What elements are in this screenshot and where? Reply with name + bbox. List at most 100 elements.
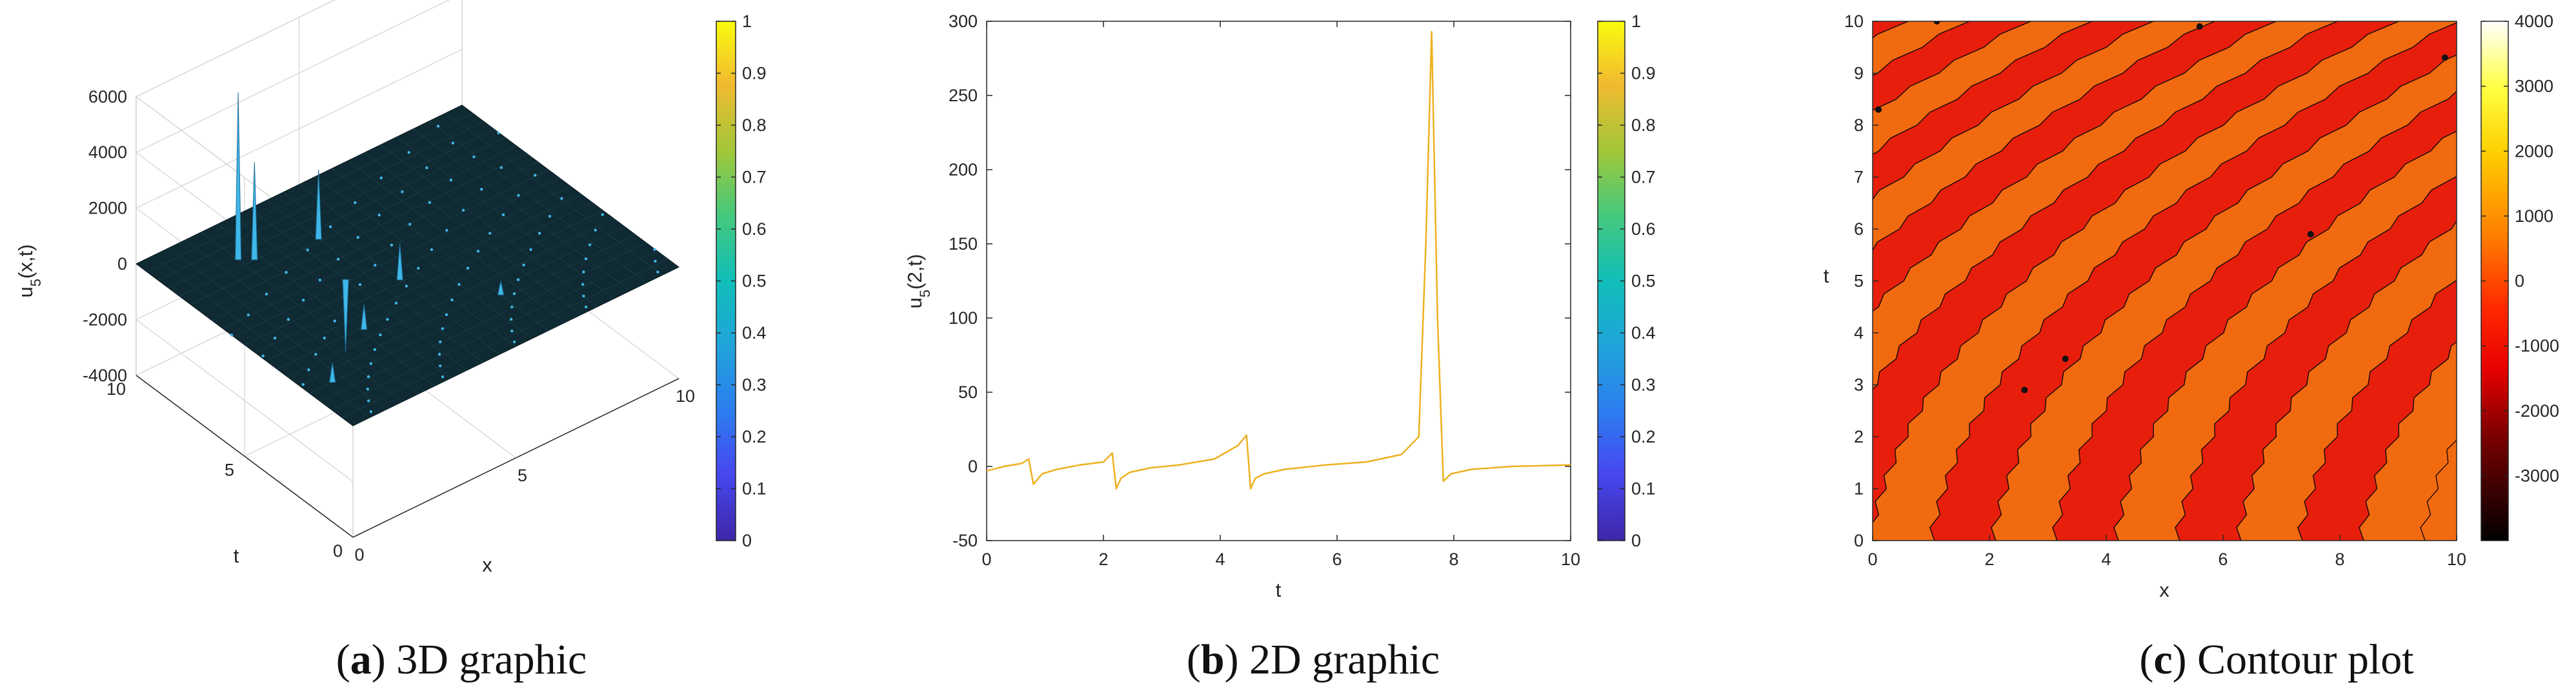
surface-dot — [449, 178, 453, 182]
colorbar-tick-label: 0 — [1631, 531, 1641, 550]
surface-dot — [654, 259, 657, 263]
x-tick-label: 10 — [2447, 550, 2466, 569]
mesh-line — [331, 168, 549, 331]
surface-dot — [441, 327, 445, 330]
surface-dot — [285, 270, 288, 274]
surface-mesh — [136, 105, 679, 426]
x-tick-label: 0 — [981, 550, 991, 569]
plot-area-b — [986, 21, 1571, 541]
x-tick-label: 4 — [1215, 550, 1225, 569]
colorbar-tick-label: 0.4 — [742, 323, 767, 343]
colorbar-tick-label: -1000 — [2515, 336, 2559, 355]
t-axis-label: t — [234, 544, 239, 567]
surface-spike — [315, 169, 322, 240]
y-tick-label: 1 — [1854, 479, 1864, 499]
surface-dot — [287, 318, 290, 321]
z-tick-label: -4000 — [83, 366, 127, 385]
mesh-line — [190, 145, 517, 305]
surface-spike — [235, 92, 242, 260]
colorbar-c-ticks: -3000 -2000 -1000 0 1000 2000 3000 4000 — [2481, 12, 2559, 485]
x-axis-label-b: t — [1276, 579, 1282, 601]
surface-dot — [307, 368, 310, 372]
t-tick-label: 5 — [225, 460, 234, 479]
mesh-line — [179, 137, 506, 297]
surface-dot — [301, 299, 305, 302]
surface-dot — [582, 294, 585, 298]
surface-dot — [408, 223, 412, 226]
surface-dot — [367, 399, 370, 403]
mesh-line — [445, 112, 663, 275]
x-tick-label: 0 — [354, 545, 364, 564]
surface-dot — [386, 317, 389, 321]
caption-c-letter: c — [2153, 636, 2172, 683]
surface-spike — [329, 363, 336, 383]
mesh-line — [429, 121, 647, 283]
surface-dot — [390, 243, 394, 247]
surface-dot — [369, 362, 372, 365]
surface-dot — [273, 336, 277, 340]
contour-singular-point — [2196, 23, 2203, 30]
z-tick-label: 4000 — [88, 143, 127, 162]
surface-dot — [466, 266, 470, 270]
y-tick-label: 9 — [1854, 64, 1864, 83]
surface-dot — [653, 248, 656, 251]
y-tick-label: 150 — [949, 234, 978, 254]
contour-singular-point — [2021, 386, 2028, 394]
y-tick-label: 100 — [949, 308, 978, 328]
x-tick-label: 0 — [1867, 550, 1877, 569]
x-tick-label: 6 — [2218, 550, 2228, 569]
y-tick-label: 0 — [1854, 531, 1864, 550]
y-tick-label: 6 — [1854, 219, 1864, 239]
x-tick-label: 5 — [518, 466, 527, 485]
surface-dot — [356, 235, 359, 239]
surface-dot — [407, 151, 410, 154]
contour-band — [1873, 21, 2093, 155]
mesh-line — [364, 152, 581, 315]
colorbar-tick-label: 0.7 — [1631, 168, 1656, 187]
z-tick-label: -2000 — [83, 310, 127, 329]
y-tick-label: 300 — [949, 12, 978, 31]
t-tick-label: 10 — [106, 379, 126, 399]
y-tick-label: 50 — [958, 383, 978, 402]
surface-dot — [445, 228, 448, 232]
colorbar-tick-label: 0.6 — [1631, 219, 1656, 239]
surface-dot — [439, 364, 442, 368]
colorbar-tick-label: 0.2 — [1631, 427, 1656, 446]
y-tick-label: 10 — [1844, 12, 1864, 31]
z-tick-label: 2000 — [88, 199, 127, 218]
surface-dot — [584, 257, 588, 261]
surface-dot — [366, 388, 370, 391]
mesh-line — [348, 160, 565, 323]
contour-singular-point — [2307, 231, 2314, 238]
mesh-line — [146, 113, 473, 272]
z-tick-label: 6000 — [88, 87, 127, 106]
contour-ticks: 0 2 4 6 8 10 0 1 2 3 4 5 6 7 8 9 10 — [1844, 12, 2466, 569]
contour-singular-point — [2441, 54, 2448, 61]
surface-tick-labels: -4000 -2000 0 2000 4000 6000 0 5 10 0 5 10 — [83, 87, 695, 564]
surface-dot — [476, 250, 480, 253]
x-tick-label: 8 — [1449, 550, 1458, 569]
surface-dot — [472, 155, 476, 159]
surface-dot — [336, 257, 340, 261]
surface-dot — [333, 319, 336, 323]
surface-dot — [373, 348, 377, 352]
surface-dot — [588, 243, 592, 246]
surface-dot — [458, 283, 461, 286]
colorbar-tick-label: 0.9 — [742, 64, 767, 83]
colorbar-tick-label: 0.8 — [742, 115, 767, 135]
colorbar-tick-label: 0 — [742, 531, 752, 550]
surface-dot — [533, 174, 537, 177]
surface-dot — [548, 214, 552, 218]
caption-c-text: Contour plot — [2197, 636, 2414, 683]
z-axis-label-sub: 5 — [28, 279, 44, 286]
colorbar-tick-label: 0.3 — [742, 375, 767, 395]
surface-dot — [230, 334, 234, 337]
surface-dot — [369, 410, 373, 414]
surface-dot — [497, 131, 500, 135]
contour-singular-point — [1933, 21, 1940, 25]
colorbar-tick-label: 0.5 — [1631, 272, 1656, 291]
colorbar-tick-label: 1 — [1631, 12, 1641, 31]
surface-dot — [656, 270, 659, 274]
surface-dot — [581, 283, 585, 286]
